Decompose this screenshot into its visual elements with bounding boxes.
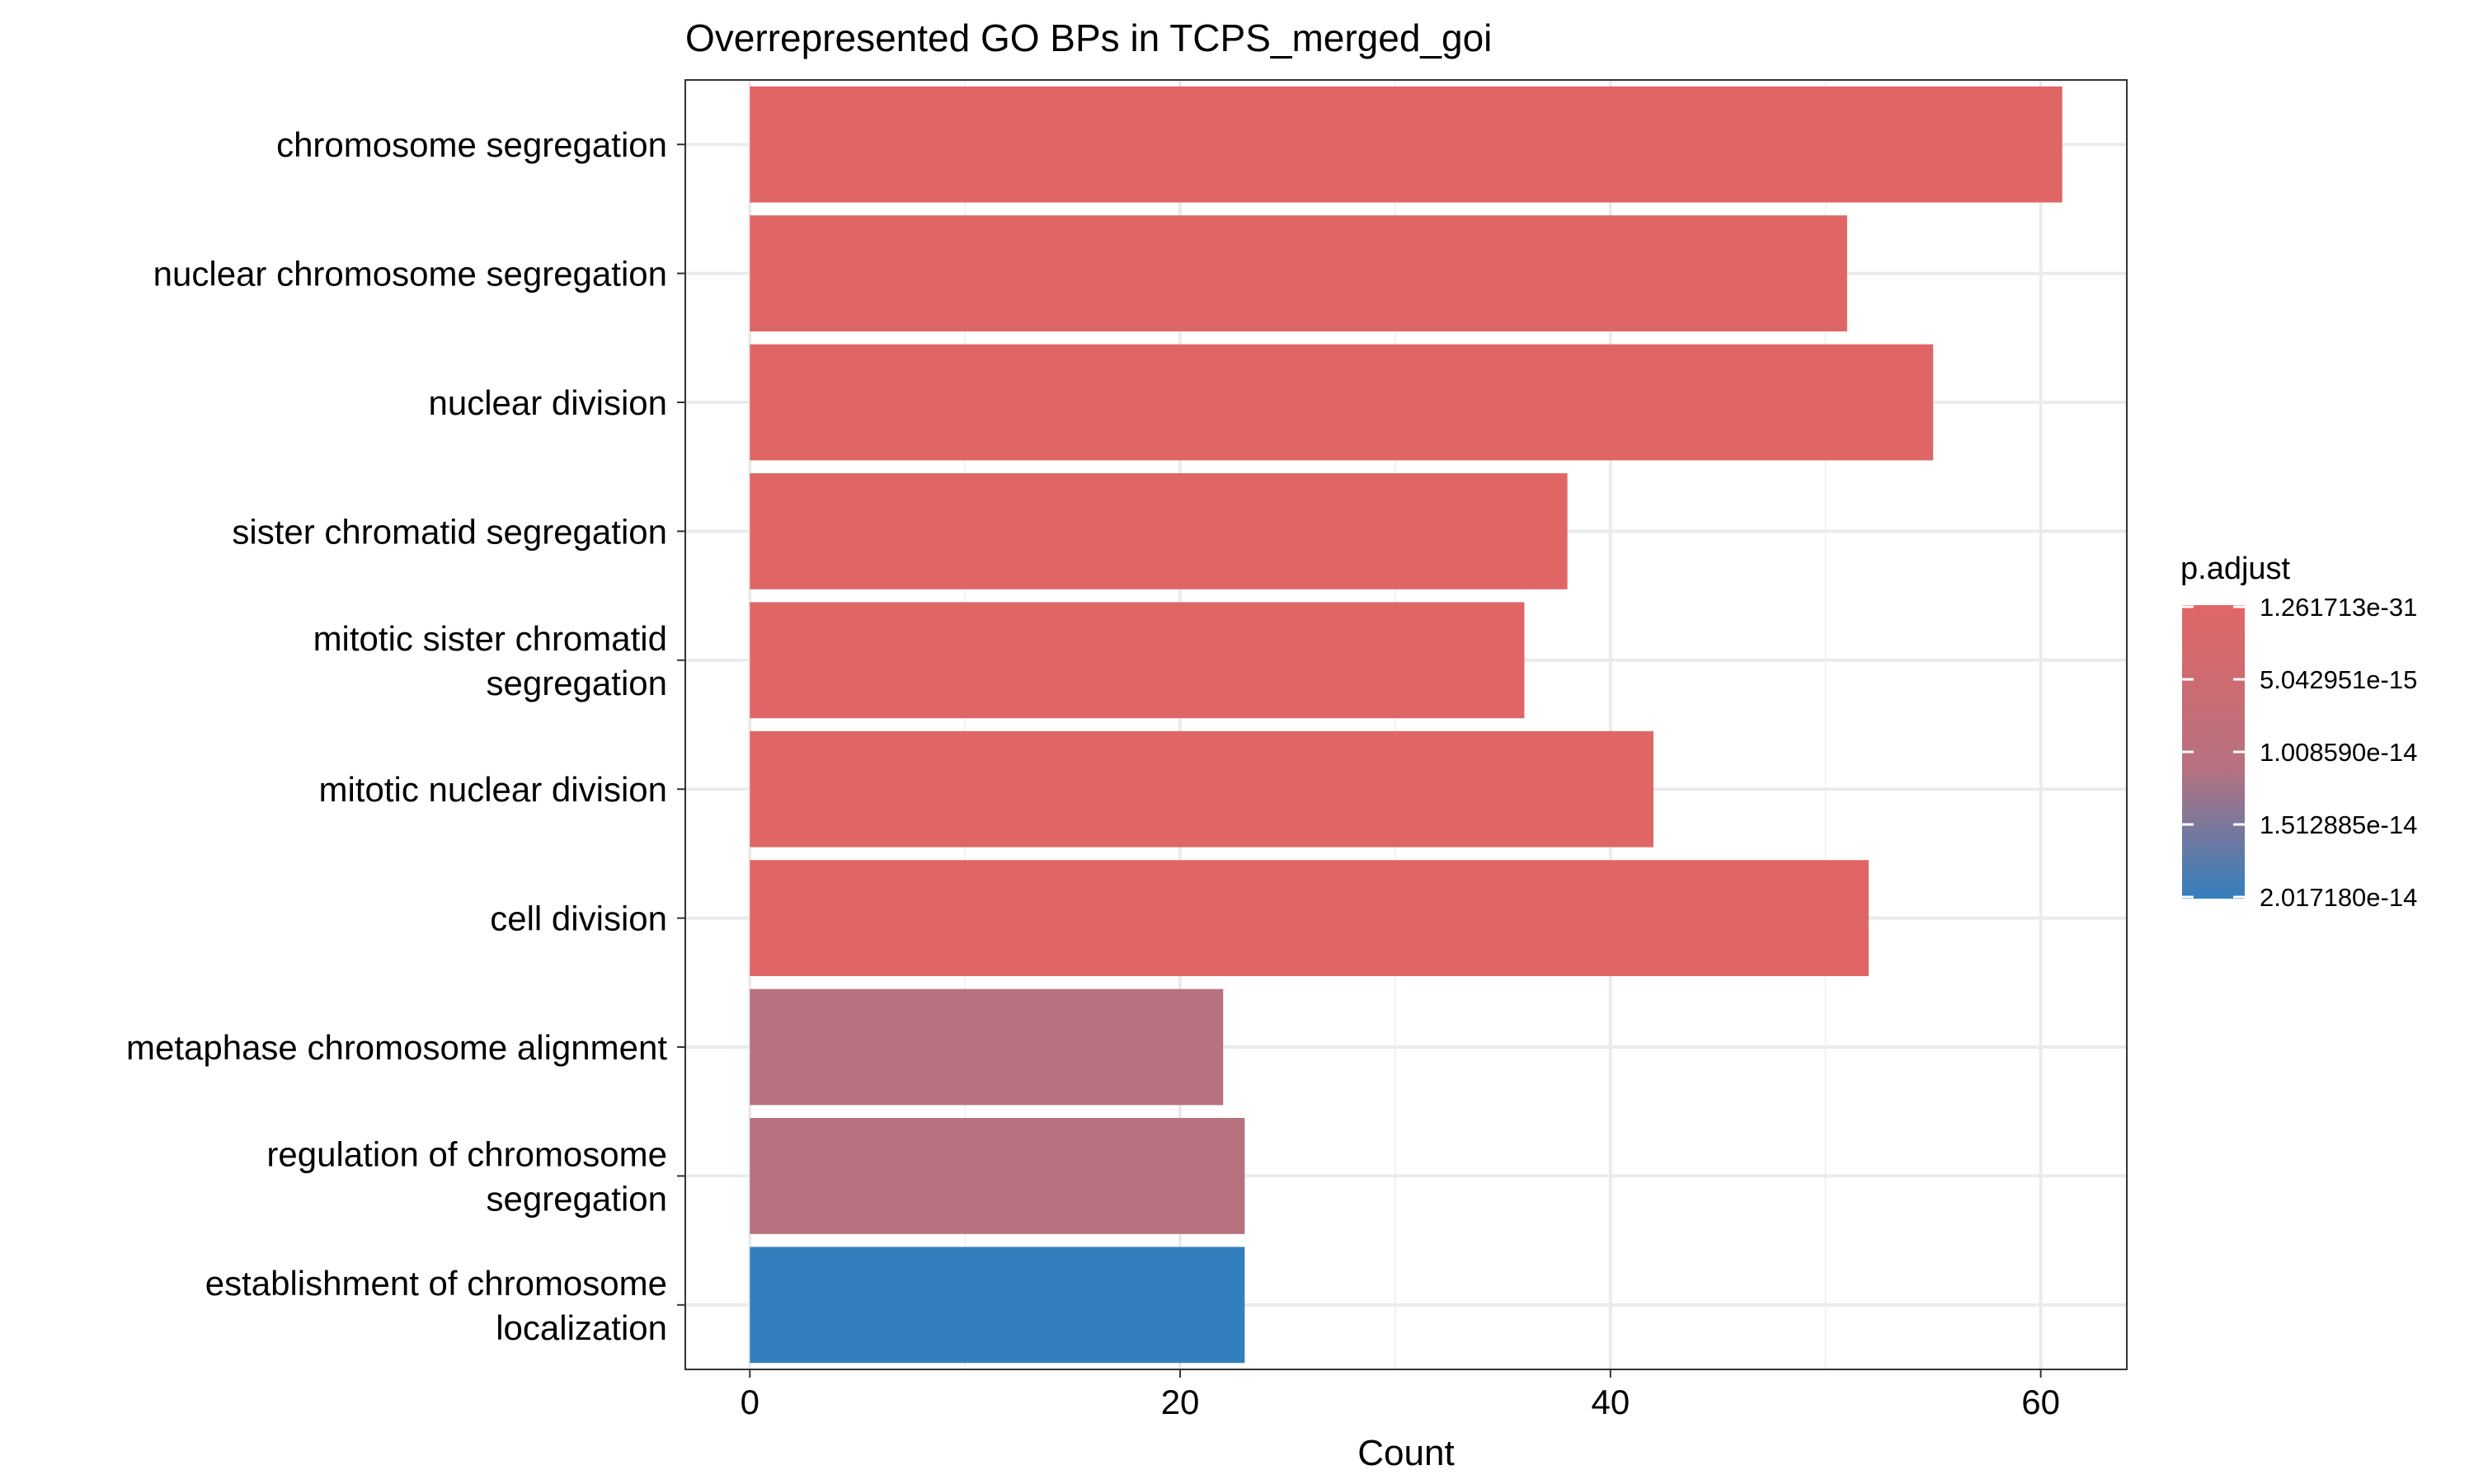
category-label: nuclear chromosome segregation	[153, 255, 667, 294]
y-axis: chromosome segregation nuclear chromosome…	[126, 125, 685, 1347]
bar	[750, 860, 1869, 976]
category-label: segregation	[487, 1179, 668, 1218]
bar	[750, 730, 1654, 848]
category-label: chromosome segregation	[276, 125, 667, 164]
category-label: sister chromatid segregation	[232, 512, 667, 551]
category-label: regulation of chromosome	[266, 1134, 667, 1173]
bars	[750, 86, 2062, 1364]
category-label: metaphase chromosome alignment	[126, 1028, 667, 1067]
bar	[750, 215, 1847, 331]
category-label: mitotic sister chromatid	[313, 619, 667, 658]
legend-label: 5.042951e-15	[2260, 665, 2417, 694]
chart-title: Overrepresented GO BPs in TCPS_merged_go…	[685, 16, 1492, 59]
x-axis: 0 20 40 60	[741, 1369, 2060, 1421]
legend: p.adjust 1.261713e-31 5.042951e-15 1.00859…	[2180, 552, 2417, 912]
category-label: cell division	[490, 899, 667, 938]
x-tick-label: 0	[741, 1383, 760, 1421]
bar	[750, 989, 1224, 1106]
legend-ticks: 1.261713e-31 5.042951e-15 1.008590e-14 1.51…	[2182, 593, 2417, 912]
legend-label: 1.261713e-31	[2260, 593, 2417, 622]
category-label: localization	[496, 1308, 667, 1347]
bar	[750, 86, 2062, 203]
category-label: nuclear division	[429, 383, 668, 422]
bar	[750, 344, 1934, 461]
category-label: mitotic nuclear division	[318, 770, 667, 809]
plot-border	[684, 79, 2128, 1370]
x-tick-label: 20	[1161, 1383, 1200, 1421]
bar	[750, 473, 1568, 589]
x-tick-label: 40	[1591, 1383, 1630, 1421]
bar	[750, 1118, 1245, 1234]
x-axis-title: Count	[1357, 1433, 1454, 1473]
legend-label: 1.008590e-14	[2260, 738, 2417, 767]
bar	[750, 1247, 1245, 1364]
x-tick-label: 60	[2021, 1383, 2060, 1421]
legend-label: 2.017180e-14	[2260, 883, 2417, 912]
bar	[750, 602, 1525, 719]
category-label: establishment of chromosome	[205, 1264, 667, 1303]
legend-label: 1.512885e-14	[2260, 810, 2417, 839]
legend-title: p.adjust	[2180, 552, 2291, 586]
category-label: segregation	[487, 664, 668, 702]
